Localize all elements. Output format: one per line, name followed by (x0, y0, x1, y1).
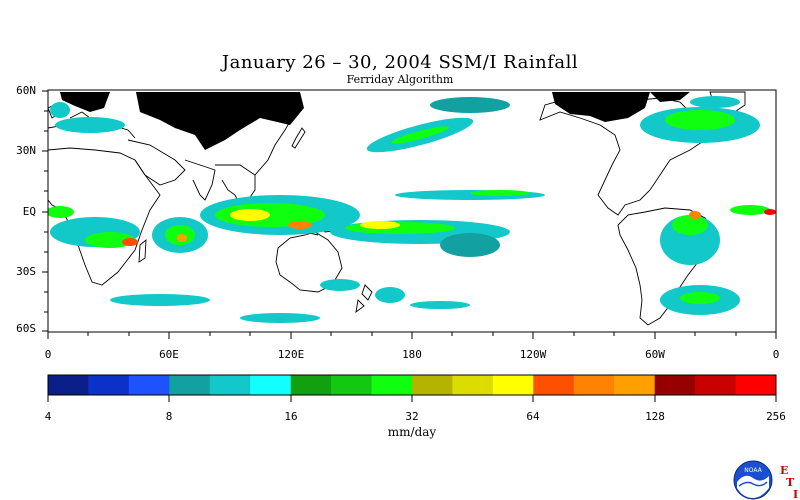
logo-letter-i: I (793, 488, 798, 500)
no-data-region-canada-east (650, 92, 690, 102)
colorbar-ticks (47, 395, 777, 402)
longitude-ticks (47, 332, 777, 339)
colorbar-swatch (735, 375, 777, 395)
colorbar-unit-label: mm/day (387, 425, 437, 439)
north-america-outline (539, 94, 706, 216)
colorbar-swatch (371, 375, 413, 395)
rainfall-field (48, 96, 776, 323)
lon-label-0-east: 0 (772, 348, 780, 361)
colorbar-label-128: 128 (645, 410, 665, 423)
lat-label-60n: 60N (16, 84, 36, 97)
page-subtitle: Ferriday Algorithm (346, 73, 454, 86)
lon-label-0: 0 (44, 348, 52, 361)
colorbar-swatch (250, 375, 292, 395)
colorbar-label-64: 64 (526, 410, 540, 423)
colorbar-label-16: 16 (284, 410, 298, 423)
no-data-region-scandinavia (60, 92, 110, 112)
colorbar-label-4: 4 (44, 410, 52, 423)
madagascar-outline (138, 238, 147, 263)
no-data-region-north-america (552, 92, 650, 122)
colorbar-swatch (412, 375, 453, 395)
latitude-ticks (42, 90, 48, 332)
colorbar-swatch (654, 375, 696, 395)
colorbar-swatch (452, 375, 494, 395)
lon-label-120e: 120E (277, 348, 305, 361)
east-asia-outline (254, 109, 301, 176)
colorbar-swatch (88, 375, 130, 395)
colorbar-swatch (614, 375, 656, 395)
logo-text: NOAA (744, 467, 762, 474)
colorbar-swatch (169, 375, 211, 395)
new-zealand-outline (355, 284, 373, 314)
colorbar-swatch (331, 375, 373, 395)
colorbar-swatch (209, 375, 251, 395)
page-title: January 26 – 30, 2004 SSM/I Rainfall (221, 52, 579, 73)
colorbar-swatch (48, 375, 89, 395)
lat-label-60s: 60S (16, 322, 36, 335)
lon-label-180: 180 (402, 348, 422, 361)
lat-label-eq: EQ (22, 205, 36, 218)
colorbar (48, 375, 777, 395)
noaa-logo: NOAA E T I (733, 460, 798, 500)
arabia-outline (127, 139, 186, 186)
colorbar-label-8: 8 (165, 410, 173, 423)
lon-label-60e: 60E (159, 348, 179, 361)
colorbar-label-32: 32 (405, 410, 419, 423)
no-data-region-eurasia (136, 92, 304, 150)
lat-label-30n: 30N (16, 144, 36, 157)
lon-label-60w: 60W (645, 348, 665, 361)
lat-label-30s: 30S (16, 265, 36, 278)
colorbar-swatch (573, 375, 615, 395)
logo-letter-t: T (786, 476, 795, 489)
colorbar-swatch (128, 375, 170, 395)
logo-letter-e: E (780, 464, 788, 477)
colorbar-swatch (290, 375, 332, 395)
colorbar-swatch (492, 375, 534, 395)
colorbar-swatch (533, 375, 575, 395)
colorbar-label-256: 256 (766, 410, 786, 423)
lon-label-120w: 120W (519, 348, 547, 361)
japan-outline (291, 127, 306, 149)
australia-outline (275, 231, 343, 293)
colorbar-swatch (695, 375, 737, 395)
india-outline (184, 159, 216, 201)
